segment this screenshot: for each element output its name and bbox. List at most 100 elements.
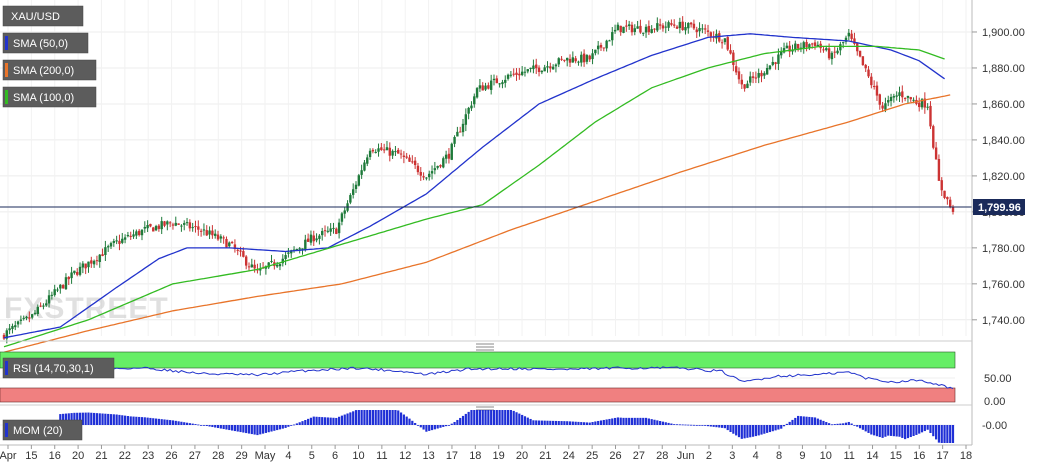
momentum-bar [135,416,138,425]
time-tick-label: 21 [539,450,551,462]
momentum-bar [543,420,546,425]
candle-body [622,26,625,33]
momentum-bar [932,425,935,437]
candle-body [878,94,881,105]
momentum-bar [611,418,614,425]
candle-body [402,155,406,157]
candle-body [948,199,952,207]
candle-body [571,57,575,63]
momentum-bar [349,412,352,425]
candle-body [146,225,149,229]
resize-handle-1[interactable] [476,343,494,351]
candle-body [732,52,735,65]
legend-rsi[interactable]: RSI (14,70,30,1) [2,357,115,379]
resize-handle-2[interactable] [476,406,494,411]
rsi-oversold-zone [0,387,956,403]
candle-body [537,67,541,72]
legend-sma-200[interactable]: SMA (200,0) [2,59,97,81]
legend-sma-50[interactable]: SMA (50,0) [2,32,89,54]
time-tick-label: 25 [586,450,598,462]
momentum-bar [233,425,237,432]
momentum-bar [633,417,636,425]
candle-body [354,184,358,189]
momentum-bar [357,410,360,425]
momentum-bar [416,425,420,426]
momentum-bar [884,425,887,437]
candle-body [827,48,831,59]
candle-body [540,70,544,73]
candle-body [777,54,780,64]
candle-body [101,254,104,256]
momentum-bar [67,413,70,425]
main-grid [0,0,972,336]
candle-body [909,97,912,100]
candle-body [428,173,431,178]
momentum-bar [923,425,926,432]
momentum-bar [656,420,659,425]
momentum-bar [490,410,493,425]
momentum-bar [670,423,673,425]
candle-body [388,147,391,156]
candle-body [126,234,130,237]
candle-body [185,222,189,224]
momentum-bar [228,425,231,431]
candle-body [774,62,777,65]
candle-body [594,49,597,54]
momentum-bar [70,413,73,425]
candle-body [188,222,192,229]
momentum-bar [225,425,228,430]
legend-sma-200-label: SMA (200,0) [13,65,74,77]
price-tick-label: 1,900.00 [982,27,1025,39]
momentum-bar [673,424,676,425]
candle-body [14,325,17,328]
momentum-bar [371,410,374,425]
candle-body [526,69,529,72]
momentum-bar [84,412,87,425]
momentum-bar [433,425,436,430]
momentum-bar [802,416,805,425]
momentum-bar [878,425,881,438]
momentum-bar [112,414,115,425]
time-tick-label: 24 [563,450,575,462]
momentum-bar [571,421,574,425]
legend-rsi-label: RSI (14,70,30,1) [13,363,94,375]
momentum-bars [59,410,955,443]
candle-body [219,236,223,239]
candle-body [529,67,532,69]
legend-momentum[interactable]: MOM (20) [2,419,83,441]
momentum-bar [205,425,208,427]
time-tick-label: Jun [677,450,695,462]
candle-body [166,221,169,225]
candle-body [664,26,667,28]
momentum-bar [588,422,591,425]
momentum-bar [377,410,380,425]
candle-body [208,230,211,235]
candle-body [599,44,603,48]
legend-symbol[interactable]: XAU/USD [2,5,84,27]
candle-body [825,48,828,51]
momentum-bar [267,425,270,433]
momentum-bar [895,425,898,437]
candle-body [872,86,876,88]
momentum-bar [171,420,175,425]
momentum-bar [216,425,220,429]
candle-body [566,57,569,61]
candle-body [278,264,282,267]
candle-body [918,102,921,108]
candle-body [225,238,228,248]
momentum-bar [157,418,160,425]
momentum-bar [253,425,256,435]
candle-body [673,24,676,26]
momentum-bar [937,425,941,443]
price-tick-label: 1,840.00 [982,135,1025,147]
candle-body [549,66,552,69]
momentum-bar [414,422,417,425]
momentum-bar [368,410,372,425]
momentum-bar [858,425,862,429]
time-tick-label: Apr [0,450,17,462]
legend-sma-100[interactable]: SMA (100,0) [2,86,97,108]
candle-body [625,25,628,27]
candle-body [301,248,304,250]
momentum-bar [93,412,96,425]
momentum-bar [861,425,864,430]
